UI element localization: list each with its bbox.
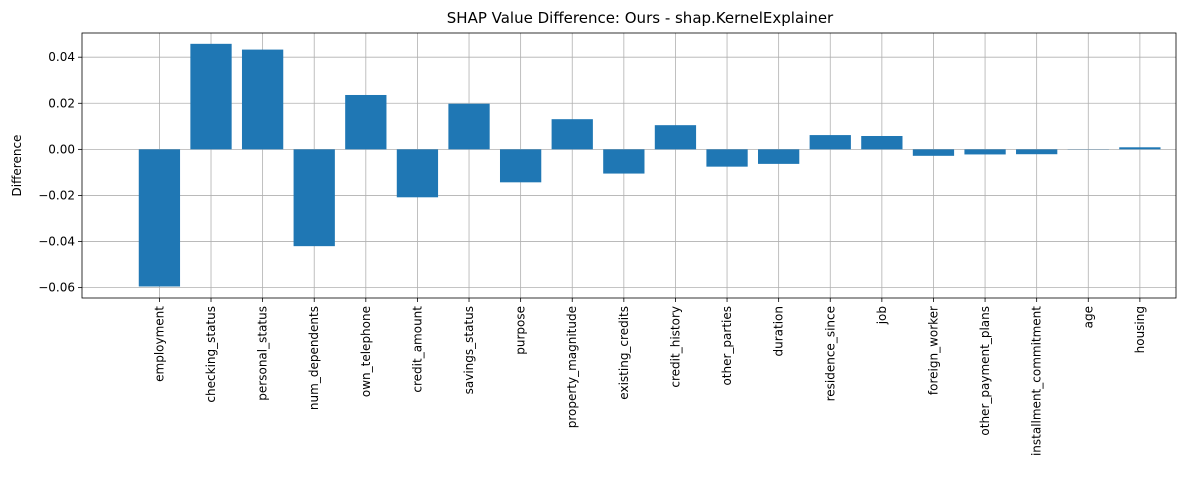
y-tick-label: 0.00 [48,142,75,156]
bar-credit_amount [396,149,439,198]
bar-credit_history [654,125,697,150]
y-tick-label: 0.04 [48,50,75,64]
y-tick-label: −0.02 [38,188,75,202]
x-tick-label: residence_since [823,306,837,401]
chart-title: SHAP Value Difference: Ours - shap.Kerne… [447,9,834,27]
x-tick-label: employment [152,306,166,382]
x-tick-label: checking_status [204,306,218,403]
y-tick-label: −0.06 [38,281,75,295]
x-tick-label: installment_commitment [1030,306,1044,456]
x-tick-label: personal_status [256,306,270,401]
x-tick-label: savings_status [462,306,476,394]
x-tick-label: own_telephone [359,306,373,397]
y-tick-label: −0.04 [38,235,75,249]
y-tick-label: 0.02 [48,96,75,110]
bar-purpose [499,149,542,183]
bar-foreign_worker [912,149,955,156]
x-tick-label: credit_history [668,306,682,388]
bar-job [861,136,903,150]
bar-installment_commitment [1016,149,1058,155]
bar-checking_status [190,43,232,150]
bar-savings_status [448,103,490,150]
bar-other_payment_plans [964,149,1006,155]
bar-other_parties [706,149,748,167]
bar-duration [758,149,800,164]
x-tick-label: existing_credits [617,306,631,400]
y-axis-label: Difference [10,135,24,197]
plot-frame [81,32,1177,299]
bar-own_telephone [345,94,387,150]
x-tick-label: age [1081,306,1095,328]
x-tick-label: other_payment_plans [978,306,992,436]
x-tick-label: credit_amount [410,306,424,393]
x-tick-label: other_parties [720,306,734,386]
x-tick-label: housing [1133,306,1147,353]
y-axis-ticks: −0.06 −0.04 −0.02 0.00 0.02 0.04 [38,50,82,295]
x-tick-label: foreign_worker [926,306,940,395]
bar-personal_status [241,49,284,150]
bar-num_dependents [293,149,335,247]
x-tick-label: job [875,306,889,325]
bar-existing_credits [603,149,645,174]
bar-property_magnitude [551,119,593,150]
x-tick-label: duration [772,306,786,357]
x-axis-ticks: employment checking_status personal_status… [152,298,1147,456]
bar-housing [1119,147,1161,150]
x-tick-label: purpose [514,306,528,355]
x-tick-label: num_dependents [307,306,321,410]
bar-residence_since [809,135,851,150]
x-tick-label: property_magnitude [565,306,579,428]
bar-employment [138,149,181,287]
bars [138,43,1161,287]
